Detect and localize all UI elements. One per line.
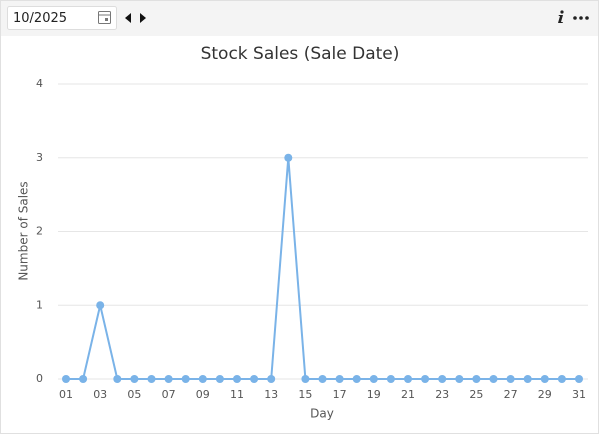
x-tick-label: 09 <box>196 388 210 401</box>
period-input[interactable] <box>7 6 117 30</box>
x-tick-label: 13 <box>264 388 278 401</box>
point <box>352 375 361 383</box>
x-tick-label: 27 <box>504 388 518 401</box>
period-text: 10/2025 <box>13 11 67 26</box>
calendar-icon[interactable] <box>98 11 111 24</box>
y-tick-label: 1 <box>36 298 43 311</box>
point <box>198 375 207 383</box>
x-tick-label: 05 <box>127 388 141 401</box>
x-tick-label: 23 <box>435 388 449 401</box>
point <box>62 375 70 383</box>
y-tick-label: 0 <box>36 372 43 385</box>
point <box>130 375 139 383</box>
point <box>557 375 566 383</box>
point <box>489 375 498 383</box>
x-tick-label: 07 <box>162 388 176 401</box>
next-button[interactable] <box>140 13 146 23</box>
previous-button[interactable] <box>125 13 131 23</box>
point <box>181 375 190 383</box>
point <box>113 375 122 383</box>
more-icon[interactable] <box>573 16 589 20</box>
point <box>250 375 259 383</box>
point <box>318 375 327 383</box>
point <box>386 375 395 383</box>
x-tick-label: 19 <box>367 388 381 401</box>
point <box>335 375 344 383</box>
point <box>267 375 276 383</box>
point <box>215 375 224 383</box>
point <box>421 375 430 383</box>
point <box>96 301 105 310</box>
x-tick-label: 31 <box>572 388 586 401</box>
point <box>79 375 88 383</box>
y-tick-label: 2 <box>36 225 43 238</box>
point <box>438 375 447 383</box>
point <box>284 153 293 162</box>
point <box>523 375 532 383</box>
point <box>301 375 310 383</box>
x-tick-label: 17 <box>333 388 347 401</box>
x-axis-label: Day <box>310 407 334 421</box>
y-axis-label: Number of Sales <box>17 181 31 280</box>
chart-title: Stock Sales (Sale Date) <box>201 44 400 64</box>
point <box>506 375 515 383</box>
point <box>147 375 156 383</box>
y-tick-label: 3 <box>36 151 43 164</box>
x-tick-label: 29 <box>538 388 552 401</box>
point <box>472 375 481 383</box>
point <box>575 375 583 383</box>
x-tick-label: 21 <box>401 388 415 401</box>
x-tick-label: 11 <box>230 388 244 401</box>
point <box>404 375 412 383</box>
point <box>233 375 241 383</box>
x-tick-label: 25 <box>469 388 483 401</box>
point <box>369 375 378 383</box>
y-tick-label: 4 <box>36 77 43 90</box>
x-tick-label: 03 <box>93 388 107 401</box>
x-tick-label: 01 <box>59 388 73 401</box>
point <box>164 375 173 383</box>
point <box>455 375 464 383</box>
point <box>540 375 549 383</box>
info-icon[interactable] <box>558 10 564 23</box>
x-tick-label: 15 <box>298 388 312 401</box>
